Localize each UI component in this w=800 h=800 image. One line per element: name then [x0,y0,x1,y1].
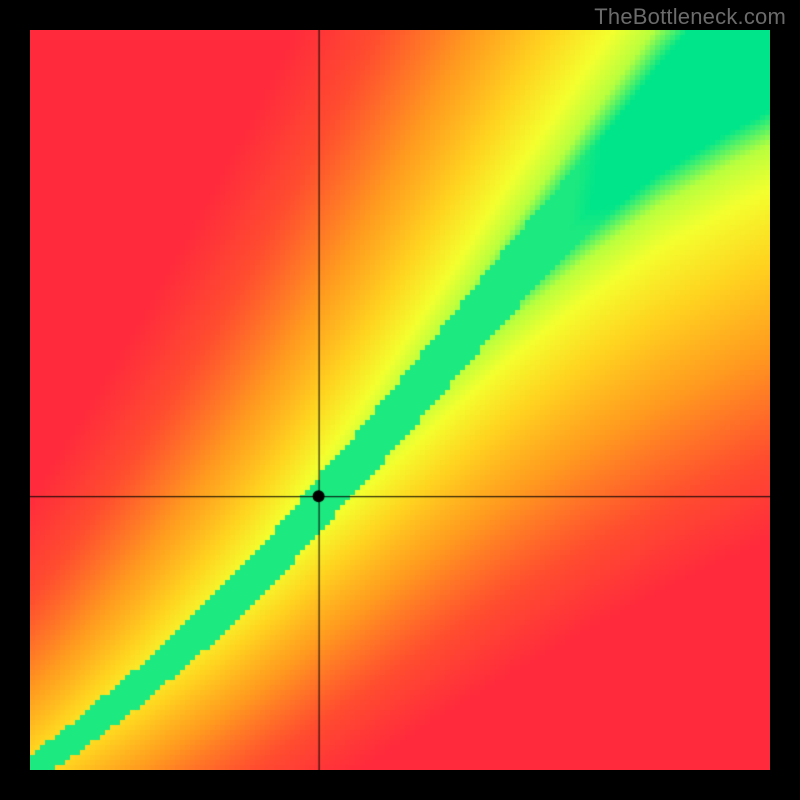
bottleneck-heatmap [30,30,770,770]
chart-container: TheBottleneck.com [0,0,800,800]
watermark-text: TheBottleneck.com [594,4,786,30]
